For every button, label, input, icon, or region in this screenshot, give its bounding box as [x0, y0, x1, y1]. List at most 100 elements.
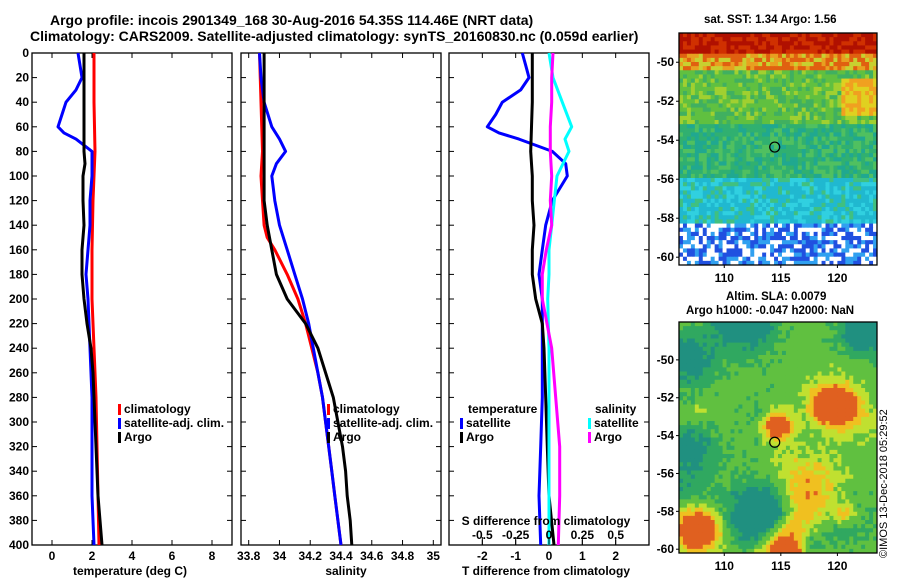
sst-map-cell — [766, 161, 771, 167]
sla-map-cell — [829, 441, 834, 447]
sst-map-cell — [774, 153, 779, 158]
sst-map-cell — [694, 215, 700, 220]
sla-map-cell — [801, 375, 807, 381]
sst-map-cell — [754, 86, 759, 92]
sst-map-cell — [841, 165, 846, 171]
sla-map-cell — [698, 425, 704, 430]
sla-map-cell — [869, 363, 874, 368]
sst-map-cell — [762, 178, 767, 183]
sst-map-cell — [857, 223, 862, 229]
sla-map-cell — [714, 326, 720, 331]
sla-map-cell — [793, 408, 799, 414]
sst-map-cell — [746, 173, 751, 179]
sla-map-cell — [817, 330, 823, 335]
sst-map-cell — [837, 78, 842, 84]
sla-map-cell — [861, 474, 866, 480]
sst-map-cell — [849, 70, 854, 75]
sst-map-cell — [869, 198, 874, 204]
sla-map-cell — [785, 400, 791, 405]
sst-map-cell — [679, 236, 684, 241]
sst-map-cell — [770, 120, 775, 125]
sla-map-cell — [825, 421, 830, 426]
sst-map-cell — [809, 186, 815, 191]
sla-map-cell — [682, 404, 688, 410]
sst-map-cell — [845, 99, 850, 104]
sla-map-cell — [781, 367, 787, 372]
sla-map-cell — [809, 383, 815, 389]
sla-map-cell — [770, 478, 775, 484]
sla-map-cell — [857, 355, 862, 360]
sst-map-cell — [686, 182, 692, 187]
sla-map-cell — [841, 474, 846, 480]
sst-map-cell — [857, 45, 862, 51]
sst-map-cell — [869, 223, 874, 229]
depth-tick-label: 240 — [9, 341, 29, 355]
sst-map-cell — [781, 128, 787, 133]
sst-map-cell — [841, 124, 846, 129]
sla-map-cell — [702, 433, 708, 438]
sst-map-cell — [865, 252, 870, 258]
sla-map-cell — [742, 445, 747, 451]
sla-map-cell — [726, 470, 731, 476]
sla-map-cell — [698, 470, 704, 476]
sla-map-cell — [789, 350, 795, 356]
sla-map-cell — [837, 458, 842, 463]
sla-map-cell — [694, 359, 700, 364]
sla-map-cell — [849, 326, 854, 331]
sla-map-cell — [841, 392, 846, 397]
sst-map-cell — [833, 132, 838, 138]
sla-map-cell — [686, 404, 692, 410]
sst-map-cell — [841, 132, 846, 138]
sst-map-cell — [706, 240, 712, 245]
sst-map-cell — [750, 194, 755, 200]
sst-map-cell — [797, 248, 803, 254]
sst-map-cell — [742, 223, 747, 229]
sst-map-cell — [774, 244, 779, 249]
sla-map-cell — [686, 454, 692, 459]
sst-map-cell — [821, 260, 827, 266]
sst-map-cell — [809, 244, 815, 249]
sst-map-cell — [682, 111, 688, 117]
sla-map-cell — [829, 425, 834, 430]
sst-map-cell — [785, 219, 791, 225]
sla-map-cell — [710, 375, 716, 381]
sst-map-cell — [722, 37, 728, 42]
sst-map-cell — [857, 149, 862, 154]
sst-map-cell — [837, 53, 842, 59]
sst-map-cell — [809, 207, 815, 212]
sst-map-cell — [714, 103, 720, 109]
sla-map-cell — [873, 383, 878, 389]
sst-map-cell — [849, 219, 854, 225]
sst-map-cell — [805, 161, 811, 167]
sla-map-cell — [833, 441, 838, 447]
sla-map-cell — [849, 363, 854, 368]
sla-map-cell — [679, 441, 684, 447]
sst-map-cell — [742, 86, 747, 92]
sst-map-cell — [865, 107, 870, 113]
sla-map-cell — [766, 367, 771, 372]
sst-map-cell — [738, 95, 743, 100]
sst-map-cell — [774, 70, 779, 75]
sst-map-cell — [750, 74, 755, 80]
sst-map-cell — [682, 120, 688, 125]
sst-map-cell — [722, 227, 728, 233]
sst-map-cell — [778, 132, 783, 138]
sst-map-cell — [706, 186, 712, 191]
sst-map-cell — [829, 66, 834, 71]
sst-map-cell — [702, 157, 708, 162]
sla-map-cell — [813, 421, 819, 426]
sst-map-cell — [857, 231, 862, 237]
sst-map-cell — [690, 231, 696, 237]
sla-map-cell — [718, 355, 724, 360]
sst-map-cell — [785, 45, 791, 51]
sst-map-cell — [734, 207, 739, 212]
sla-map-cell — [754, 454, 759, 459]
sst-map-cell — [758, 215, 763, 220]
sla-map-cell — [702, 346, 708, 352]
sst-map-cell — [774, 252, 779, 258]
sla-map-cell — [754, 445, 759, 451]
sla-map-cell — [750, 383, 755, 389]
sst-map-cell — [714, 115, 720, 121]
sla-map-cell — [865, 416, 870, 422]
sst-map-cell — [750, 149, 755, 154]
